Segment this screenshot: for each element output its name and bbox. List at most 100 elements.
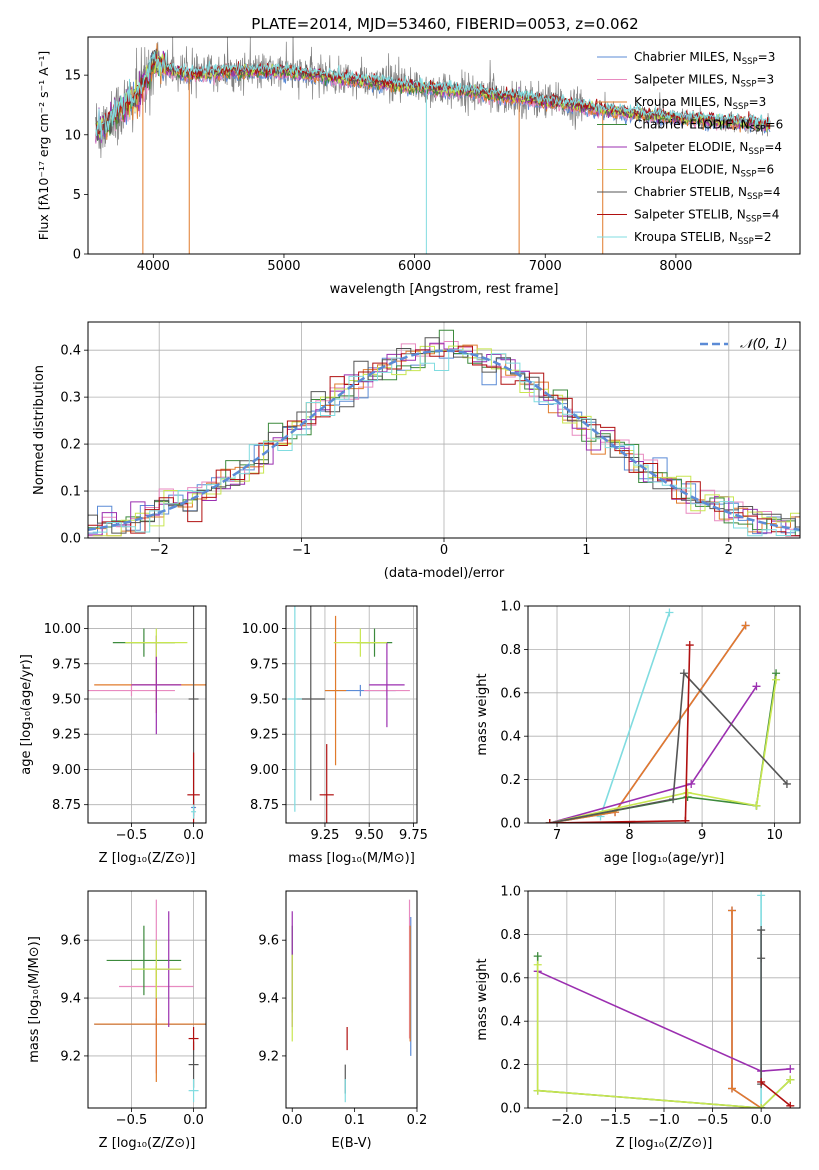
spectrum-model-kroupa_stelib (95, 51, 771, 140)
y-tick-label: 9.25 (52, 728, 81, 743)
y-tick-label: 9.50 (250, 693, 279, 708)
x-tick-label: 9.75 (399, 828, 428, 843)
weight-line-salpeter_stelib (549, 645, 691, 823)
weight-line-kroupa_elodie (549, 679, 777, 823)
y-tick-label: 9.4 (60, 992, 81, 1007)
x-tick-label: 0.0 (751, 1113, 772, 1128)
y-tick-label: 0.4 (500, 730, 521, 745)
weight-marker-kroupa_miles (611, 808, 620, 817)
plot-background (88, 891, 206, 1108)
axes-frame (87, 36, 801, 255)
axes-spectrum: 4000 5000 6000 7000 8000 0 5 10 15 wavelength [An… (36, 36, 801, 297)
x-axis-label: mass [log₁₀(M/M⊙)] (288, 851, 415, 866)
x-tick-label: 5000 (267, 259, 300, 274)
plot-area (88, 606, 206, 823)
plot-area (88, 329, 800, 537)
y-axis-label: age [log₁₀(age/yr)] (19, 654, 34, 775)
y-tick-label: 10.00 (44, 622, 81, 637)
x-tick-label: −0.5 (116, 1113, 148, 1128)
x-tick-label: −2.0 (551, 1113, 583, 1128)
y-tick-label: 0.2 (500, 773, 521, 788)
y-tick-label: 10 (64, 128, 81, 143)
x-tick-label: −0.5 (116, 828, 148, 843)
weight-marker-chabrier_stelib (757, 926, 766, 935)
y-tick-label: 0.6 (500, 686, 521, 701)
legend-label-gaussian: 𝒩(0, 1) (740, 337, 787, 352)
y-tick-label: 0.2 (60, 438, 81, 453)
x-tick-label: 6000 (398, 259, 431, 274)
weight-marker-chabrier_stelib (669, 795, 678, 804)
y-tick-label: 9.75 (52, 657, 81, 672)
x-axis-label: Z [log₁₀(Z/Z⊙)] (99, 1136, 196, 1151)
y-axis-label: mass weight (475, 673, 490, 755)
y-tick-label: 0.8 (500, 928, 521, 943)
y-tick-label: 9.6 (60, 934, 81, 949)
axes-mass_vs_Z: −0.5 0.0 9.2 9.4 9.6 Z [log₁₀(Z/Z⊙)] mass [log… (27, 890, 207, 1151)
histogram-salpeter_stelib (88, 345, 800, 537)
legend-label-chabrier_miles: Chabrier MILES, NSSP=3 (634, 50, 775, 67)
x-tick-label: 8000 (659, 259, 692, 274)
weight-marker-chabrier_stelib (782, 779, 791, 788)
legend-label-chabrier_elodie: Chabrier ELODIE, NSSP=6 (634, 118, 783, 135)
x-tick-label: 2 (725, 543, 733, 558)
weight-marker-kroupa_elodie (772, 675, 781, 684)
y-tick-label: 0.2 (500, 1058, 521, 1073)
legend-label-salpeter_elodie: Salpeter ELODIE, NSSP=4 (634, 140, 782, 157)
axes-frame (527, 605, 801, 824)
x-tick-label: 4000 (137, 259, 170, 274)
histogram-salpeter_elodie (88, 342, 800, 537)
y-tick-label: 9.75 (250, 657, 279, 672)
weight-marker-kroupa_miles (741, 621, 750, 630)
weight-marker-kroupa_stelib (757, 891, 766, 900)
spectrum-model-kroupa_elodie (95, 50, 771, 138)
y-tick-label: 1.0 (500, 885, 521, 900)
x-tick-label: −0.5 (697, 1113, 729, 1128)
axes-frame (87, 890, 207, 1109)
x-tick-label: −1.0 (648, 1113, 680, 1128)
x-tick-label: −1.5 (600, 1113, 632, 1128)
weight-marker-salpeter_elodie (752, 682, 761, 691)
axes-frame (285, 605, 418, 824)
weight-marker-kroupa_elodie (786, 1075, 795, 1084)
plot-area (287, 606, 410, 823)
plot-background (528, 606, 800, 823)
axes-frame (87, 321, 801, 539)
plot-background (88, 606, 206, 823)
x-tick-label: 7000 (529, 259, 562, 274)
y-tick-label: 5 (73, 188, 81, 203)
x-tick-label: 0.1 (344, 1113, 365, 1128)
weight-marker-salpeter_stelib (681, 816, 690, 823)
x-tick-label: 0 (440, 543, 448, 558)
weight-marker-kroupa_miles (728, 906, 736, 915)
axes-residuals: −2 −1 0 1 2 0.0 0.1 0.2 0.3 0.4 (data-model)/error… (32, 321, 801, 581)
weight-marker-salpeter_stelib (786, 1101, 795, 1108)
y-tick-label: 0.4 (60, 344, 81, 359)
x-tick-label: 0.0 (183, 1113, 204, 1128)
y-tick-label: 9.2 (258, 1049, 279, 1064)
x-tick-label: 0.0 (282, 1113, 303, 1128)
y-tick-label: 0.0 (60, 532, 81, 547)
x-tick-label: 1 (582, 543, 590, 558)
weight-marker-chabrier_stelib (679, 669, 688, 678)
weight-marker-chabrier_elodie (533, 952, 542, 961)
axes-frame (285, 890, 418, 1109)
weight-marker-salpeter_elodie (687, 779, 696, 788)
x-axis-label: (data-model)/error (384, 566, 505, 581)
x-tick-label: 7 (553, 828, 561, 843)
y-tick-label: 1.0 (500, 600, 521, 615)
legend-label-salpeter_stelib: Salpeter STELIB, NSSP=4 (634, 208, 779, 225)
y-tick-label: 9.2 (60, 1049, 81, 1064)
x-axis-label: Z [log₁₀(Z/Z⊙)] (616, 1136, 713, 1151)
histogram-kroupa_elodie (92, 345, 800, 537)
plot-area (291, 899, 412, 1103)
axes-age_vs_Z: −0.5 0.0 8.75 9.00 9.25 9.50 9.75 10.00 Z [log₁₀… (19, 605, 207, 866)
plot-area (95, 37, 771, 254)
y-axis-label: mass [log₁₀(M/M⊙)] (27, 936, 42, 1063)
spectrum-model-salpeter_stelib (95, 53, 771, 134)
x-tick-label: 9.50 (355, 828, 384, 843)
y-tick-label: 0.0 (500, 817, 521, 832)
y-axis-label: Normed distribution (32, 365, 47, 495)
y-tick-label: 8.75 (52, 798, 81, 813)
axes-age_vs_mass: 9.25 9.50 9.75 8.75 9.00 9.25 9.50 9.75 10.00 mas… (242, 605, 428, 866)
weight-marker-kroupa_elodie (683, 788, 692, 797)
